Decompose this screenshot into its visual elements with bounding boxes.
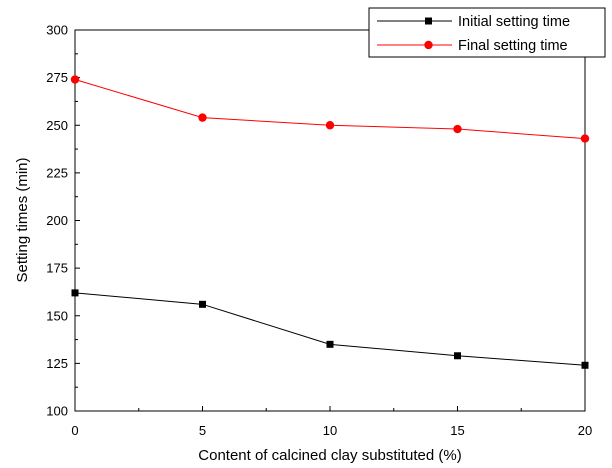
y-tick-label: 100 <box>46 404 68 419</box>
y-tick-label: 225 <box>46 165 68 180</box>
series-line-initial <box>74 292 586 366</box>
legend-marker-final-circle <box>424 40 433 50</box>
legend: Initial setting time Final setting time <box>368 7 606 58</box>
legend-label-initial: Initial setting time <box>458 14 570 30</box>
x-tick-label: 5 <box>199 423 206 438</box>
data-point-final <box>198 113 207 122</box>
data-point-initial <box>454 352 461 360</box>
legend-box <box>368 7 606 58</box>
y-tick-label: 125 <box>46 356 68 371</box>
y-axis-title: Setting times (min) <box>14 157 31 282</box>
data-point-final <box>580 134 590 143</box>
x-tick-label: 0 <box>71 423 78 438</box>
data-point-initial <box>326 340 334 348</box>
data-point-final <box>453 124 462 134</box>
y-tick-label: 300 <box>46 23 68 38</box>
x-axis-title: Content of calcined clay substituted (%) <box>198 447 461 464</box>
data-series <box>70 75 590 369</box>
plot-frame <box>74 29 586 412</box>
data-point-final <box>70 75 80 84</box>
data-point-initial <box>71 289 79 297</box>
x-tick-label: 15 <box>450 423 464 438</box>
y-tick-label: 175 <box>46 261 68 276</box>
data-point-initial <box>199 300 206 308</box>
y-tick-label: 250 <box>46 118 68 133</box>
legend-label-final: Final setting time <box>458 38 568 54</box>
y-tick-label: 150 <box>46 308 68 323</box>
legend-marker-initial-square <box>425 17 432 25</box>
x-tick-label: 10 <box>323 423 337 438</box>
y-tick-label: 275 <box>46 70 68 85</box>
axis-ticks: 0 5 10 15 20 100 125 150 175 200 225 250 275 300 <box>46 23 592 439</box>
y-tick-label: 200 <box>46 213 68 228</box>
data-point-initial <box>581 361 589 369</box>
data-point-final <box>325 121 335 130</box>
series-line-final <box>74 79 586 140</box>
axes <box>74 29 586 412</box>
x-tick-label: 20 <box>578 423 592 438</box>
